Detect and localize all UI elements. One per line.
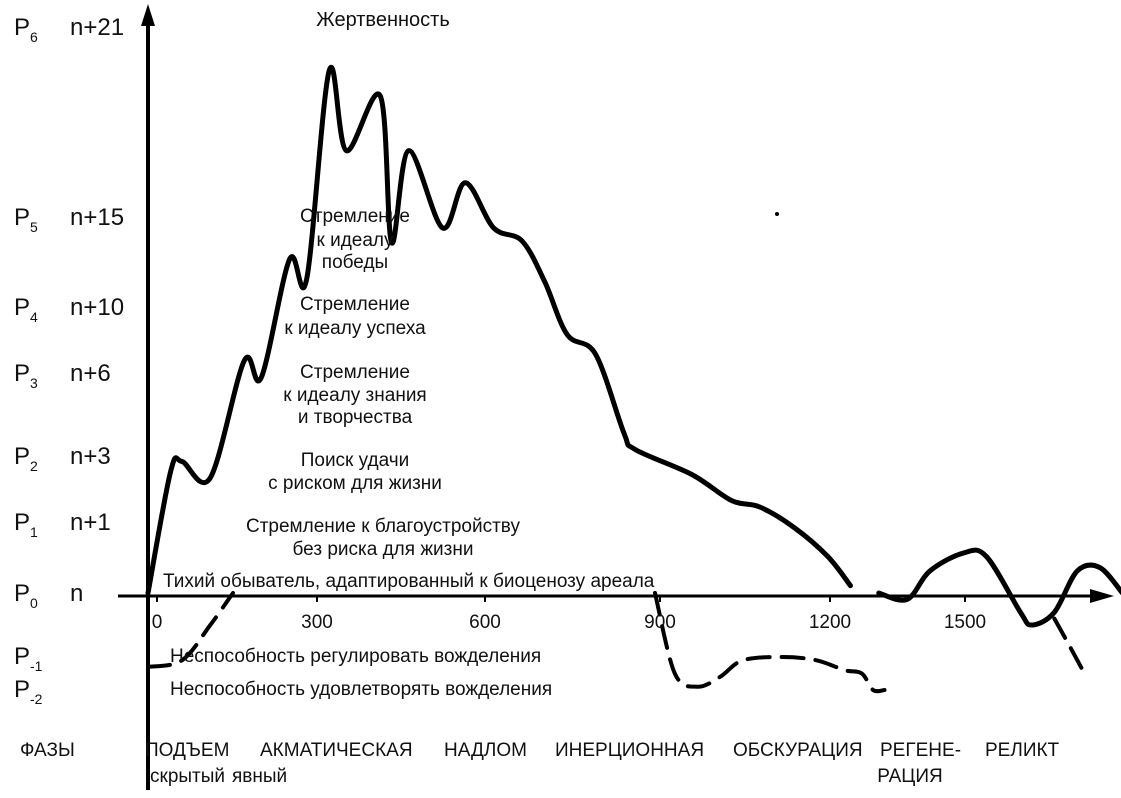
level-label-p1: P1 [14, 509, 38, 540]
zone-label-line: к идеалу знания [283, 385, 426, 406]
x-tick-label: 0 [152, 612, 163, 633]
x-tick-label: 1500 [944, 612, 986, 633]
solid-curve-1 [876, 547, 1121, 628]
x-tick-label: 900 [644, 612, 676, 633]
stray-dot [775, 212, 779, 216]
level-subscript: 0 [30, 595, 38, 611]
level-n-label: n+10 [70, 294, 124, 321]
level-n-label: n+1 [70, 509, 111, 536]
zone-label-line: Поиск удачи [301, 450, 410, 471]
level-label-p6: P6 [14, 14, 38, 45]
level-label-p2: P2 [14, 443, 38, 474]
level-label-p0: P0 [14, 580, 38, 611]
phase-label: РЕЛИКТ [985, 740, 1060, 761]
level-label-p-2: P-2 [14, 676, 43, 707]
zone-label-line: Стремление [300, 294, 410, 315]
solid-curve-0 [145, 64, 853, 596]
phases-label: ФАЗЫ [20, 740, 75, 761]
phase-label: ПОДЪЕМ [145, 740, 229, 761]
zone-label-line: Неспособность регулировать вожделения [170, 646, 541, 667]
phase-label: РЕГЕНЕ- [880, 740, 961, 761]
phase-label: ИНЕРЦИОННАЯ [555, 740, 704, 761]
level-subscript: 5 [30, 219, 38, 235]
y-axis-arrowhead [141, 4, 155, 26]
level-n-label: n+21 [70, 14, 124, 41]
level-subscript: -1 [30, 658, 43, 674]
zone-label-line: без риска для жизни [293, 539, 474, 560]
zone-label-line: Стремление к благоустройству [246, 516, 520, 537]
dashed-curve-2 [146, 591, 235, 669]
level-n-label: n+3 [70, 443, 111, 470]
level-n-label: n+6 [70, 360, 111, 387]
zone-label-line: победы [322, 252, 388, 273]
level-subscript: 6 [30, 29, 38, 45]
axes [118, 4, 1114, 790]
chart-title: Жертвенность [316, 9, 450, 31]
level-subscript: 3 [30, 375, 38, 391]
zone-label-line: с риском для жизни [268, 473, 442, 494]
x-tick-marks [156, 596, 966, 602]
phase-sublabel: скрытый [150, 766, 225, 787]
zone-label-line: Стремление [300, 206, 410, 227]
zone-label-line: к идеалу [316, 230, 394, 251]
level-label-p-1: P-1 [14, 643, 43, 674]
phase-sublabel: явный [232, 766, 287, 787]
phase-sublabel: РАЦИЯ [877, 766, 943, 787]
phase-label: НАДЛОМ [444, 740, 527, 761]
x-tick-label: 1200 [809, 612, 851, 633]
zone-label-line: Тихий обыватель, адаптированный к биоцен… [163, 571, 655, 592]
x-tick-label: 300 [301, 612, 333, 633]
level-label-p4: P4 [14, 294, 38, 325]
dashed-curve-3 [653, 591, 887, 694]
zone-label-line: к идеалу успеха [284, 318, 426, 339]
level-subscript: 4 [30, 309, 38, 325]
level-subscript: 2 [30, 458, 38, 474]
dashed-curve-4 [1052, 616, 1085, 673]
x-axis-arrowhead [1090, 589, 1114, 603]
level-subscript: -2 [30, 691, 43, 707]
zone-label-line: и творчества [298, 407, 413, 428]
level-label-p5: P5 [14, 204, 38, 235]
level-subscript: 1 [30, 524, 38, 540]
phase-label: АКМАТИЧЕСКАЯ [260, 740, 413, 761]
curves [145, 64, 1121, 694]
zone-label-line: Стремление [300, 362, 410, 383]
level-n-label: n [70, 580, 83, 607]
x-tick-label: 600 [469, 612, 501, 633]
zone-label-line: Неспособность удовлетворять вожделения [170, 679, 552, 700]
phase-label: ОБСКУРАЦИЯ [733, 740, 863, 761]
level-n-label: n+15 [70, 204, 124, 231]
level-label-p3: P3 [14, 360, 38, 391]
